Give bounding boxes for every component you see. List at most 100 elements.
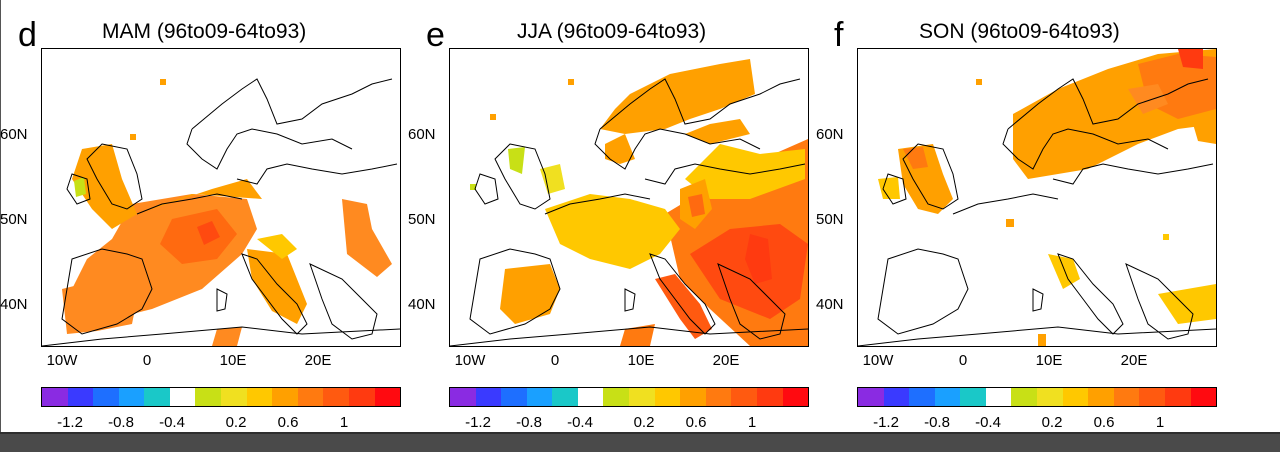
colorbar-swatch	[118, 388, 145, 406]
coastlines	[450, 78, 808, 346]
panel-title: MAM (96to09-64to93)	[102, 20, 307, 43]
colorbar-swatch	[552, 388, 578, 406]
lon-label-10e: 10E	[219, 352, 247, 369]
colorbar-tick: 0.2	[1041, 414, 1063, 431]
colorbar-swatch	[756, 388, 783, 406]
colorbar-swatch	[603, 388, 630, 406]
colorbar-swatch	[1164, 388, 1191, 406]
colorbar-tick: -0.4	[567, 414, 593, 431]
colorbar-swatch	[1062, 388, 1089, 406]
colorbar-swatch	[323, 388, 349, 406]
lon-label-20e: 20E	[1120, 352, 1148, 369]
lat-label-50n: 50N	[816, 211, 844, 228]
colorbar-swatch	[1088, 388, 1114, 406]
colorbar-swatch	[475, 388, 502, 406]
colorbar-swatch	[731, 388, 757, 406]
colorbar-swatch	[1011, 388, 1038, 406]
colorbar-swatch	[705, 388, 732, 406]
colorbar-swatch	[1037, 388, 1063, 406]
colorbar-swatch	[1139, 388, 1165, 406]
colorbar-tick: 0.6	[277, 414, 299, 431]
colorbar-swatch	[221, 388, 247, 406]
colorbar-swatch	[246, 388, 273, 406]
colorbar	[449, 387, 809, 407]
lat-label-50n: 50N	[408, 211, 436, 228]
window-edge	[0, 0, 1, 432]
colorbar-swatch	[934, 388, 961, 406]
lon-label-10e: 10E	[1035, 352, 1063, 369]
colorbar-tick: -0.4	[975, 414, 1001, 431]
colorbar-tick: -0.8	[924, 414, 950, 431]
colorbar-swatch	[526, 388, 553, 406]
colorbar-swatch	[629, 388, 655, 406]
anomaly-map	[42, 78, 400, 346]
colorbar-tick: 1	[747, 414, 757, 431]
panel-letter: f	[834, 16, 844, 54]
colorbar-swatch	[348, 388, 375, 406]
colorbar	[41, 387, 401, 407]
panel-title: JJA (96to09-64to93)	[517, 20, 707, 43]
panel-letter: e	[426, 16, 445, 54]
colorbar-swatch	[858, 388, 884, 406]
lat-label-40n: 40N	[408, 296, 436, 313]
colorbar	[857, 387, 1217, 407]
panel-e: e JJA (96to09-64to93)	[408, 0, 809, 432]
colorbar-tick: 0.6	[1093, 414, 1115, 431]
panel-letter: d	[18, 16, 37, 54]
lat-label-60n: 60N	[408, 126, 436, 143]
lon-label-20e: 20E	[712, 352, 740, 369]
lon-label-0: 0	[550, 352, 560, 369]
colorbar-swatch	[1113, 388, 1140, 406]
colorbar-swatch	[374, 388, 401, 406]
colorbar-tick: -1.2	[465, 414, 491, 431]
colorbar-swatch	[67, 388, 94, 406]
panel-d: d MAM (96to09-64to93)	[0, 0, 401, 432]
colorbar-swatch	[985, 388, 1012, 406]
colorbar-swatch	[577, 388, 604, 406]
lon-label-20e: 20E	[304, 352, 332, 369]
colorbar-tick: -1.2	[57, 414, 83, 431]
anomaly-map	[450, 59, 808, 346]
colorbar-swatch	[654, 388, 681, 406]
lon-label-0: 0	[958, 352, 968, 369]
colorbar-swatch	[1190, 388, 1217, 406]
anomaly-fill	[878, 49, 1216, 346]
colorbar-swatch	[169, 388, 196, 406]
lat-label-60n: 60N	[816, 126, 844, 143]
anomaly-fill	[470, 59, 808, 346]
lat-label-40n: 40N	[0, 296, 28, 313]
lon-label-10w: 10W	[862, 352, 894, 369]
lon-label-0: 0	[142, 352, 152, 369]
lon-label-10w: 10W	[454, 352, 486, 369]
colorbar-tick: -1.2	[873, 414, 899, 431]
colorbar-tick: -0.8	[516, 414, 542, 431]
colorbar-tick: 0.2	[225, 414, 247, 431]
coastlines	[42, 78, 400, 346]
lon-label-10e: 10E	[627, 352, 655, 369]
colorbar-swatch	[93, 388, 119, 406]
colorbar-tick: 1	[1155, 414, 1165, 431]
lat-label-50n: 50N	[0, 211, 28, 228]
colorbar-swatch	[909, 388, 935, 406]
anomaly-fill	[62, 79, 392, 346]
bottom-bar	[0, 432, 1280, 452]
lat-label-40n: 40N	[816, 296, 844, 313]
colorbar-swatch	[680, 388, 706, 406]
lon-label-10w: 10W	[46, 352, 78, 369]
panel-title: SON (96to09-64to93)	[919, 20, 1120, 43]
colorbar-swatch	[450, 388, 476, 406]
colorbar-swatch	[883, 388, 910, 406]
colorbar-swatch	[782, 388, 809, 406]
colorbar-tick: 0.6	[685, 414, 707, 431]
colorbar-swatch	[960, 388, 986, 406]
colorbar-tick: -0.4	[159, 414, 185, 431]
colorbar-tick: -0.8	[108, 414, 134, 431]
coastlines	[858, 78, 1216, 346]
colorbar-swatch	[195, 388, 222, 406]
colorbar-swatch	[42, 388, 68, 406]
colorbar-tick: 1	[339, 414, 349, 431]
colorbar-swatch	[501, 388, 527, 406]
anomaly-map	[858, 49, 1216, 346]
map-frame	[449, 48, 809, 347]
panel-f: f SON (96to09-64to93)	[816, 0, 1217, 432]
